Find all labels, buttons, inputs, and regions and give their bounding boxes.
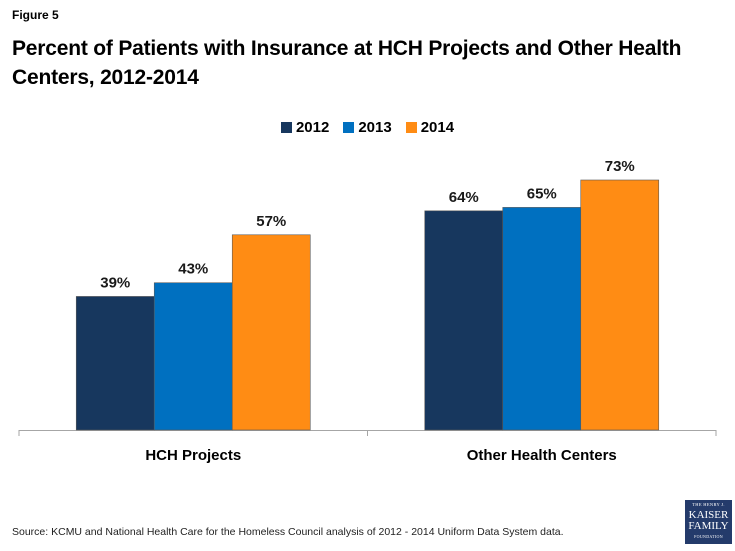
logo-line-4: FOUNDATION xyxy=(694,533,723,539)
bar-2012-hch-projects xyxy=(75,296,155,431)
figure-label: Figure 5 xyxy=(12,8,59,22)
data-label-2012-other-health-centers: 64% xyxy=(449,189,479,206)
data-label-2014-other-health-centers: 73% xyxy=(605,158,635,175)
legend-item-2014: 2014 xyxy=(405,119,455,136)
kff-logo: THE HENRY J. KAISER FAMILY FOUNDATION xyxy=(685,500,732,544)
category-label-hch-projects: HCH Projects xyxy=(145,447,241,464)
legend-swatch-2012 xyxy=(280,122,292,133)
legend-item-2012: 2012 xyxy=(280,119,330,136)
legend-label-2014: 2014 xyxy=(420,119,455,136)
bar-2014-other-health-centers xyxy=(580,179,660,431)
bar-2013-other-health-centers xyxy=(502,207,582,431)
legend-swatch-2014 xyxy=(405,122,417,133)
data-label-2014-hch-projects: 57% xyxy=(256,213,286,230)
bar-2014-hch-projects xyxy=(231,234,311,431)
logo-line-1: THE HENRY J. xyxy=(692,502,725,507)
legend-label-2013: 2013 xyxy=(358,119,392,136)
category-label-other-health-centers: Other Health Centers xyxy=(467,447,617,464)
chart-title: Percent of Patients with Insurance at HC… xyxy=(12,37,682,89)
legend-label-2012: 2012 xyxy=(295,119,330,136)
data-label-2013-other-health-centers: 65% xyxy=(527,185,557,202)
bar-2012-other-health-centers xyxy=(424,210,504,431)
legend-item-2013: 2013 xyxy=(343,119,392,136)
logo-line-2: KAISER xyxy=(688,508,729,521)
bar-2013-hch-projects xyxy=(153,282,233,431)
data-label-2013-hch-projects: 43% xyxy=(178,261,208,278)
data-label-2012-hch-projects: 39% xyxy=(100,274,130,291)
logo-line-3: FAMILY xyxy=(688,519,729,532)
legend: 2012 2013 2014 xyxy=(0,119,735,136)
legend-swatch-2013 xyxy=(343,122,355,133)
source-note: Source: KCMU and National Health Care fo… xyxy=(12,526,564,538)
